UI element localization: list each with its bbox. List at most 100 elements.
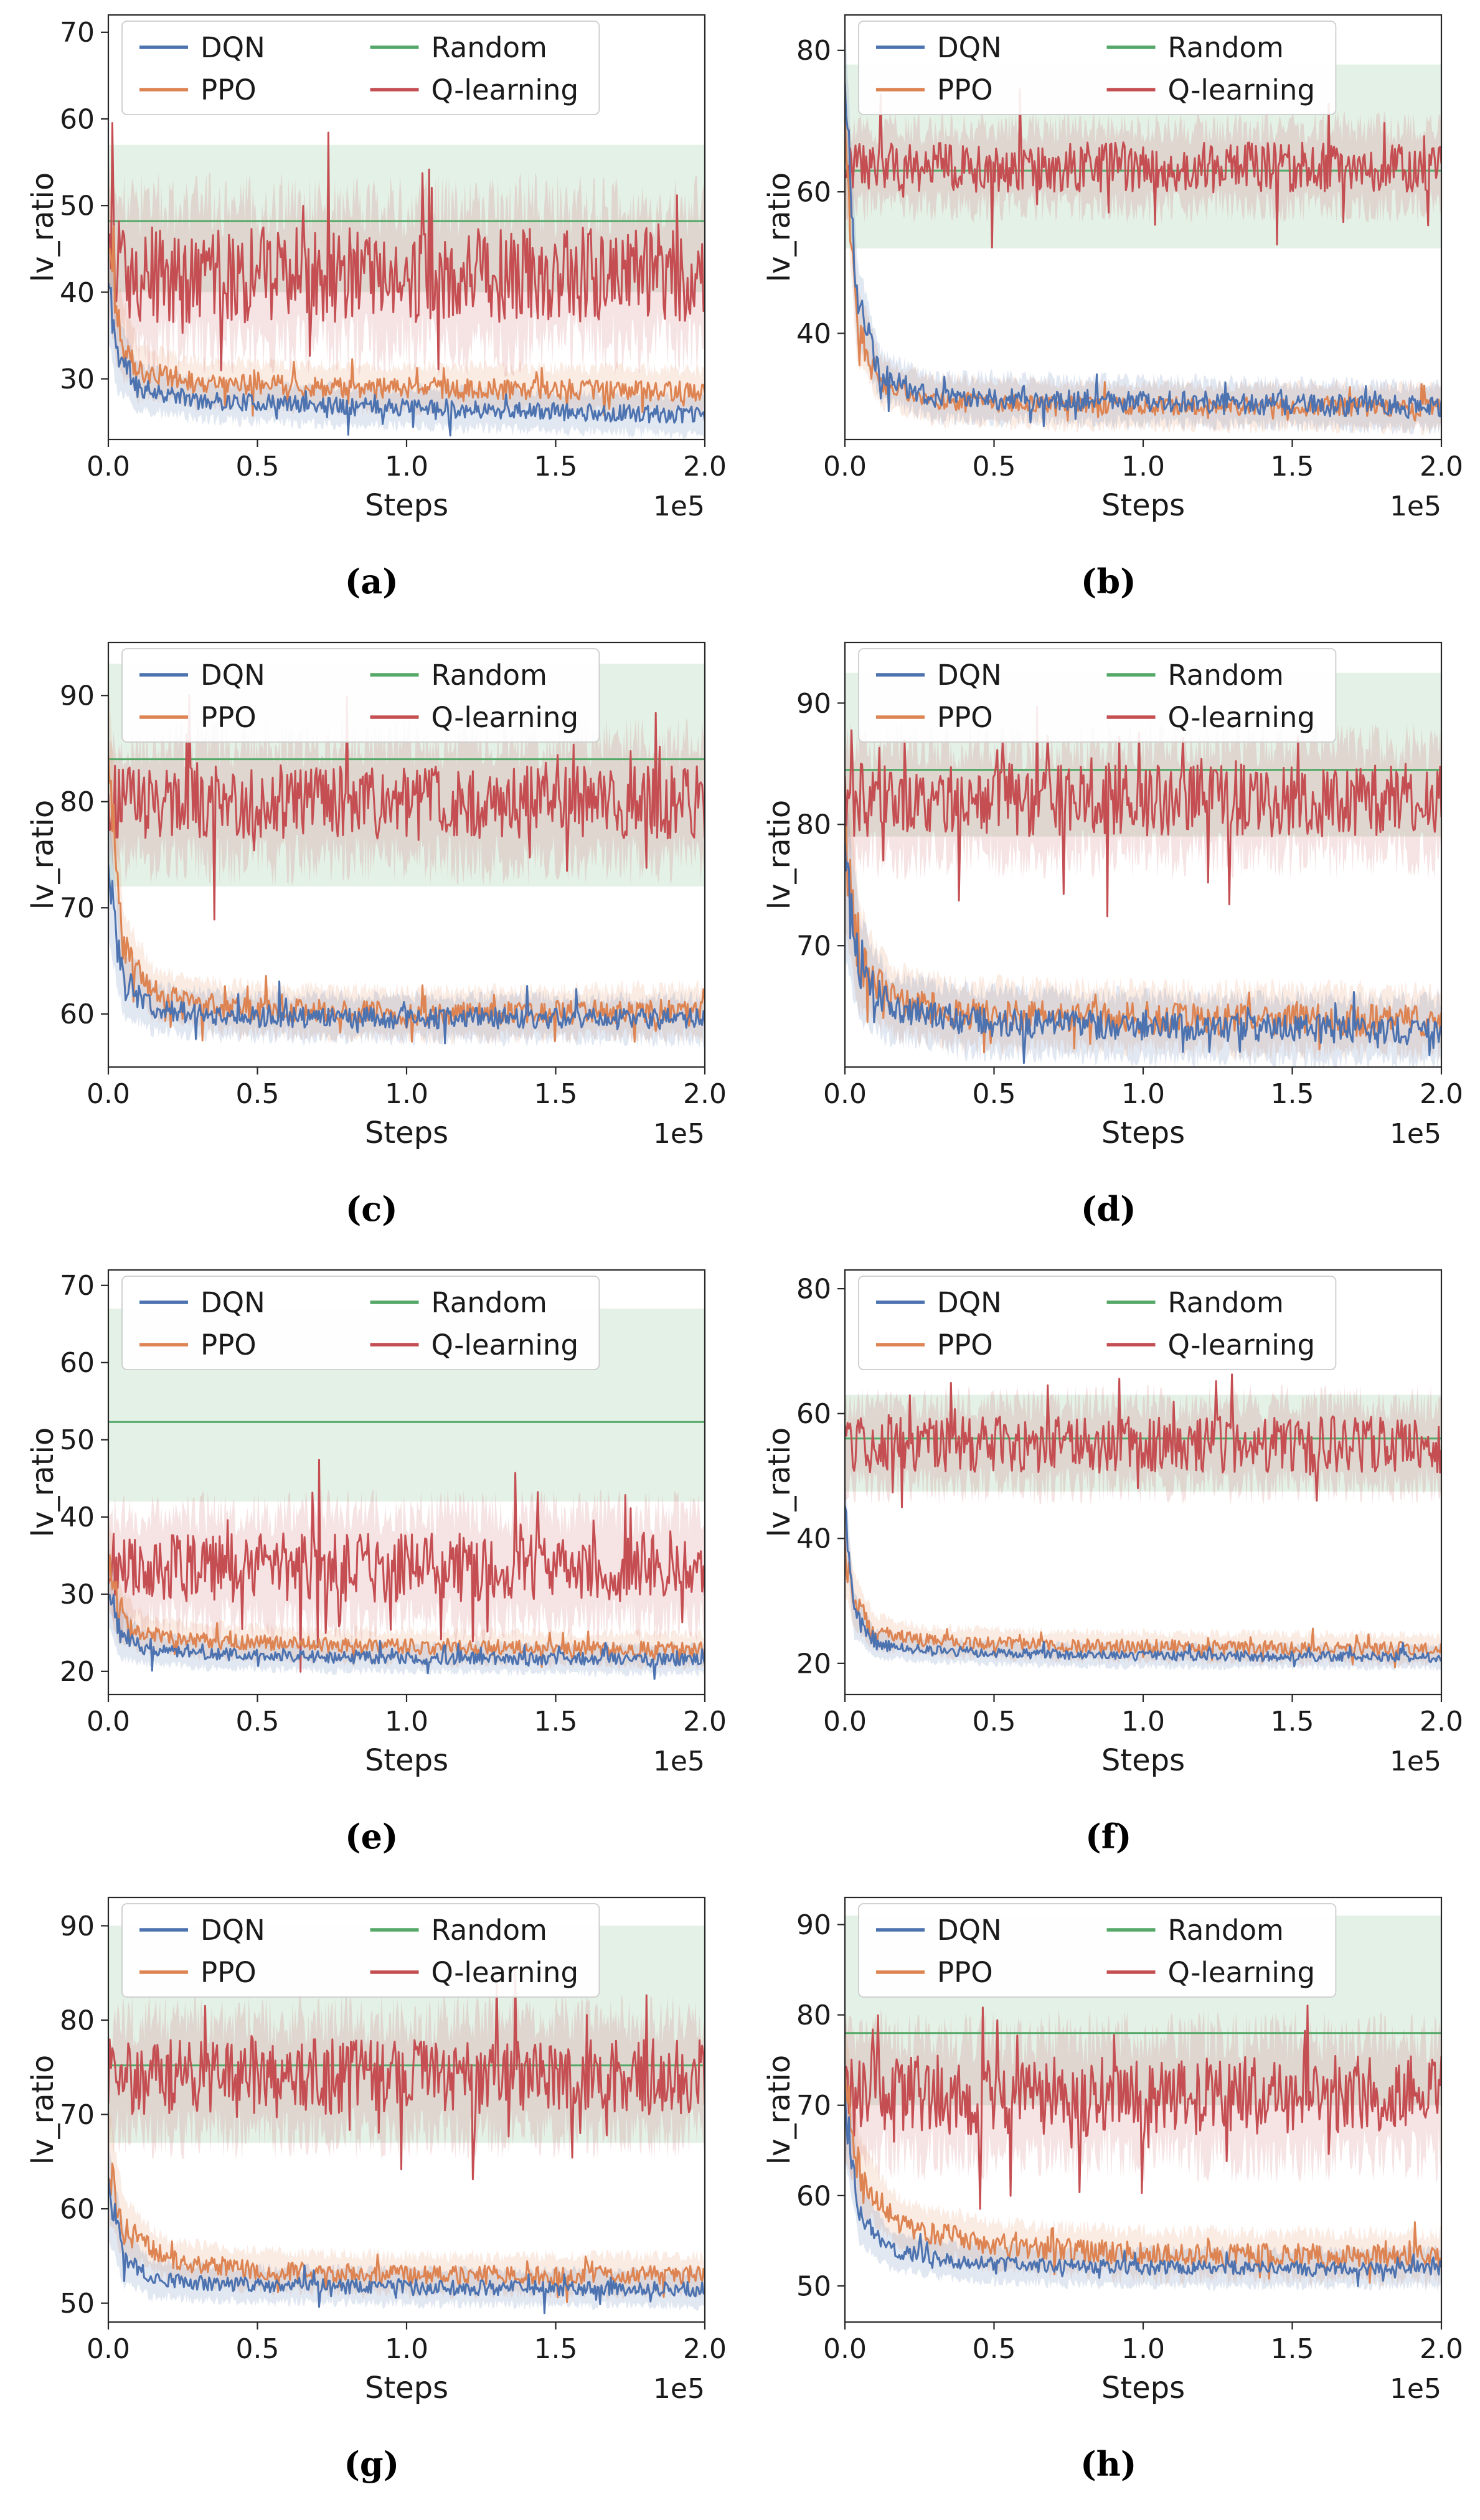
svg-text:1.5: 1.5 [534, 1078, 577, 1110]
svg-text:40: 40 [796, 1523, 831, 1555]
svg-text:2.0: 2.0 [1420, 1706, 1463, 1737]
chart-panel-h: 50 60 70 80 90 0.0 0.5 1.0 1.5 2.0 Steps 1e5 lv_rati… [750, 1889, 1467, 2514]
svg-text:20: 20 [796, 1648, 831, 1680]
line-chart-g: 50 60 70 80 90 0.0 0.5 1.0 1.5 2.0 Steps 1e5 lv_rati… [13, 1889, 730, 2432]
svg-text:0.5: 0.5 [235, 1706, 279, 1737]
svg-text:lv_ratio: lv_ratio [762, 800, 797, 910]
svg-text:DQN: DQN [200, 31, 265, 64]
svg-text:0.0: 0.0 [87, 1078, 130, 1110]
svg-text:Random: Random [431, 1286, 547, 1319]
svg-text:1.0: 1.0 [1121, 1706, 1165, 1737]
svg-text:Q-learning: Q-learning [1168, 73, 1316, 106]
svg-text:1.0: 1.0 [1121, 451, 1165, 482]
line-chart-d: 70 80 90 0.0 0.5 1.0 1.5 2.0 Steps 1e5 lv_ratio DQN… [750, 634, 1467, 1177]
chart-caption-f: (f) [1085, 1817, 1132, 1856]
svg-text:1e5: 1e5 [1390, 1746, 1441, 1777]
svg-text:lv_ratio: lv_ratio [762, 1427, 797, 1537]
svg-text:80: 80 [796, 35, 831, 67]
chart-panel-c: 60 70 80 90 0.0 0.5 1.0 1.5 2.0 Steps 1e5 lv_ratio D… [13, 634, 730, 1259]
svg-text:0.0: 0.0 [823, 2333, 867, 2365]
chart-caption-g: (g) [344, 2444, 400, 2484]
line-chart-h: 50 60 70 80 90 0.0 0.5 1.0 1.5 2.0 Steps 1e5 lv_rati… [750, 1889, 1467, 2432]
svg-text:1.5: 1.5 [1271, 451, 1314, 482]
svg-text:70: 70 [60, 17, 95, 49]
svg-text:0.0: 0.0 [87, 2333, 130, 2365]
svg-text:50: 50 [60, 1424, 95, 1456]
svg-text:80: 80 [60, 2005, 95, 2036]
svg-text:DQN: DQN [937, 659, 1002, 692]
svg-text:lv_ratio: lv_ratio [26, 800, 60, 910]
svg-text:50: 50 [60, 2288, 95, 2320]
svg-text:2.0: 2.0 [683, 2333, 727, 2365]
svg-text:0.5: 0.5 [235, 1078, 279, 1110]
svg-text:70: 70 [60, 1270, 95, 1302]
svg-text:1e5: 1e5 [653, 1746, 705, 1777]
svg-text:0.5: 0.5 [973, 1078, 1016, 1110]
svg-text:Random: Random [431, 1914, 547, 1947]
svg-text:50: 50 [796, 2270, 831, 2302]
svg-text:1.5: 1.5 [1271, 1078, 1314, 1110]
svg-text:90: 90 [60, 1911, 95, 1942]
svg-text:0.0: 0.0 [87, 1706, 130, 1737]
svg-text:1.5: 1.5 [1271, 1706, 1314, 1737]
svg-text:Steps: Steps [365, 1116, 448, 1150]
svg-text:Steps: Steps [365, 488, 448, 523]
svg-text:PPO: PPO [937, 73, 993, 106]
svg-text:60: 60 [60, 999, 95, 1030]
svg-text:40: 40 [60, 1502, 95, 1533]
svg-text:80: 80 [60, 786, 95, 818]
chart-panel-b: 40 60 80 0.0 0.5 1.0 1.5 2.0 Steps 1e5 lv_ratio DQN… [750, 6, 1467, 631]
svg-text:Random: Random [431, 31, 547, 64]
chart-caption-c: (c) [345, 1189, 398, 1229]
svg-text:1e5: 1e5 [1390, 491, 1441, 522]
svg-text:1e5: 1e5 [1390, 2373, 1441, 2405]
svg-text:lv_ratio: lv_ratio [762, 2055, 797, 2165]
svg-text:1.0: 1.0 [385, 1706, 428, 1737]
chart-panel-f: 20 40 60 80 0.0 0.5 1.0 1.5 2.0 Steps 1e5 lv_ratio D… [750, 1261, 1467, 1886]
svg-text:1.5: 1.5 [534, 451, 577, 482]
chart-panel-g: 50 60 70 80 90 0.0 0.5 1.0 1.5 2.0 Steps 1e5 lv_rati… [13, 1889, 730, 2514]
svg-text:Steps: Steps [1101, 1116, 1185, 1150]
svg-text:70: 70 [796, 931, 831, 962]
svg-text:70: 70 [60, 893, 95, 924]
svg-text:PPO: PPO [200, 701, 257, 734]
svg-text:Q-learning: Q-learning [431, 1956, 578, 1989]
chart-panel-d: 70 80 90 0.0 0.5 1.0 1.5 2.0 Steps 1e5 lv_ratio DQN… [750, 634, 1467, 1259]
svg-text:2.0: 2.0 [1420, 1078, 1463, 1110]
svg-text:lv_ratio: lv_ratio [26, 2055, 60, 2165]
svg-text:1e5: 1e5 [653, 491, 705, 522]
svg-text:Q-learning: Q-learning [431, 1328, 578, 1361]
svg-text:90: 90 [796, 688, 831, 720]
svg-text:Q-learning: Q-learning [431, 701, 578, 734]
svg-text:0.0: 0.0 [823, 451, 867, 482]
line-chart-f: 20 40 60 80 0.0 0.5 1.0 1.5 2.0 Steps 1e5 lv_ratio D… [750, 1261, 1467, 1804]
chart-panel-a: 30 40 50 60 70 0.0 0.5 1.0 1.5 2.0 Steps 1e5 lv_rati… [13, 6, 730, 631]
svg-text:Random: Random [1168, 1914, 1284, 1947]
line-chart-e: 20 30 40 50 60 70 0.0 0.5 1.0 1.5 2.0 Steps 1e5 lv_ra… [13, 1261, 730, 1804]
svg-text:0.0: 0.0 [87, 451, 130, 482]
svg-text:1e5: 1e5 [653, 2373, 705, 2405]
svg-text:Steps: Steps [1101, 2371, 1185, 2405]
svg-text:90: 90 [60, 680, 95, 712]
svg-text:2.0: 2.0 [683, 1706, 727, 1737]
svg-text:50: 50 [60, 190, 95, 222]
chart-caption-e: (e) [345, 1817, 398, 1856]
svg-text:DQN: DQN [200, 659, 265, 692]
svg-text:DQN: DQN [937, 1914, 1002, 1947]
svg-text:PPO: PPO [200, 73, 257, 106]
svg-text:40: 40 [796, 318, 831, 350]
chart-caption-b: (b) [1080, 562, 1136, 601]
svg-text:30: 30 [60, 364, 95, 395]
svg-text:0.5: 0.5 [235, 451, 279, 482]
svg-text:1.0: 1.0 [385, 451, 428, 482]
svg-text:PPO: PPO [200, 1328, 257, 1361]
svg-text:2.0: 2.0 [1420, 451, 1463, 482]
svg-text:Steps: Steps [365, 2371, 448, 2405]
svg-text:0.0: 0.0 [823, 1706, 867, 1737]
svg-text:Steps: Steps [1101, 1743, 1185, 1778]
svg-text:DQN: DQN [937, 1286, 1002, 1319]
svg-text:0.0: 0.0 [823, 1078, 867, 1110]
svg-text:2.0: 2.0 [683, 1078, 727, 1110]
svg-text:Steps: Steps [1101, 488, 1185, 523]
